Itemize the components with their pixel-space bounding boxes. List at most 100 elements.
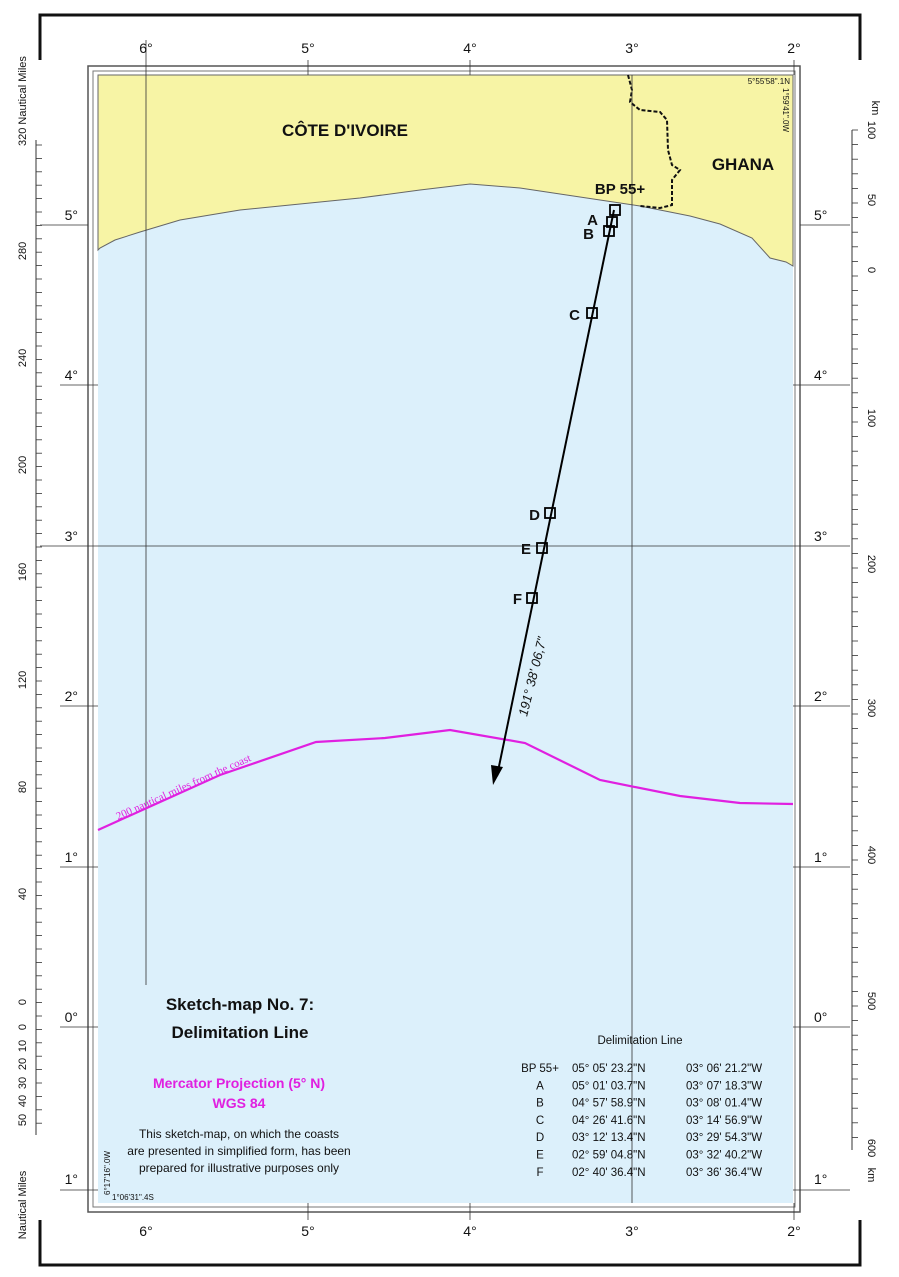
- lon-label-top-0: 6°: [139, 40, 152, 56]
- table-cell-point: C: [536, 1115, 544, 1127]
- lon-label-top-1: 5°: [301, 40, 314, 56]
- nm-tick-80: 80: [17, 781, 29, 793]
- map-frame: [87, 65, 801, 1213]
- lon-label-bottom-4: 2°: [787, 1223, 800, 1239]
- lon-label-top-3: 3°: [625, 40, 638, 56]
- country-label-cote-divoire: CÔTE D'IVOIRE: [282, 121, 408, 140]
- point-marker-e: [536, 542, 548, 554]
- nm-tick-200: 200: [17, 456, 29, 474]
- km-top-tick-100: 100: [865, 121, 877, 139]
- table-cell-lon: 03° 36' 36.4"W: [686, 1167, 762, 1179]
- nm-label-top: 320 Nautical Miles: [17, 56, 29, 146]
- lat-label-left-5: 0°: [65, 1009, 78, 1025]
- lat-label-left-2: 3°: [65, 528, 78, 544]
- nm-scale-0: 0: [17, 1024, 29, 1030]
- table-cell-lat: 04° 57' 58.9"N: [572, 1098, 646, 1110]
- table-cell-lon: 03° 32' 40.2"W: [686, 1150, 762, 1162]
- point-marker-bp55: [609, 204, 621, 216]
- km-top-tick-0: 0: [865, 267, 877, 273]
- point-marker-d: [544, 507, 556, 519]
- lon-label-bottom-3: 3°: [625, 1223, 638, 1239]
- table-cell-point: BP 55+: [521, 1063, 559, 1075]
- km-label-top: km: [869, 101, 881, 116]
- table-cell-lon: 03° 29' 54.3"W: [686, 1132, 762, 1144]
- country-label-ghana: GHANA: [712, 155, 774, 174]
- corner-top-right-lat: 5°55'58".1N: [748, 77, 790, 86]
- point-label-f: F: [513, 591, 522, 608]
- point-marker-f: [526, 592, 538, 604]
- nm-tick-40: 40: [17, 888, 29, 900]
- nm-tick-160: 160: [17, 563, 29, 581]
- nm-tick-0: 0: [17, 999, 29, 1005]
- km-tick-100: 100: [865, 409, 877, 427]
- point-label-d: D: [529, 507, 540, 524]
- lat-label-left-6: 1°: [65, 1171, 78, 1187]
- land: [97, 74, 794, 267]
- km-scale: km 100 50 0 100 200 300 400 500 600 km: [851, 101, 881, 1183]
- point-marker-c: [586, 307, 598, 319]
- boundary-points: [526, 204, 621, 604]
- table-cell-lat: 02° 40' 36.4"N: [572, 1167, 646, 1179]
- corner-top-right-lon: 1°59'41".0W: [781, 88, 790, 132]
- km-label-bottom: km: [865, 1168, 877, 1183]
- lat-label-right-3: 2°: [814, 688, 827, 704]
- table-header: Delimitation Line: [597, 1035, 682, 1047]
- latitude-labels: 5° 4° 3° 2° 1° 0° 1° 5° 4° 3° 2° 1° 0° 1…: [65, 207, 828, 1187]
- point-marker-a: [606, 216, 618, 228]
- point-label-bp55: BP 55+: [595, 181, 645, 198]
- longitude-labels: 6° 5° 4° 3° 2° 6° 5° 4° 3° 2°: [139, 40, 800, 1239]
- projection-line2: WGS 84: [213, 1095, 266, 1111]
- coordinates-table: Delimitation Line BP 55+ 05° 05' 23.2"N 03…: [521, 1035, 762, 1179]
- table-cell-lon: 03° 14' 56.9"W: [686, 1115, 762, 1127]
- international-border: [627, 74, 682, 210]
- delimitation-line: [491, 209, 615, 785]
- nm-scale-20: 20: [17, 1058, 29, 1070]
- km-top-tick-50: 50: [865, 194, 877, 206]
- nm-tick-280: 280: [17, 242, 29, 260]
- km-tick-200: 200: [865, 555, 877, 573]
- point-label-a: A: [587, 212, 598, 229]
- nm-label-bottom: Nautical Miles: [17, 1170, 29, 1239]
- lat-label-left-4: 1°: [65, 849, 78, 865]
- km-tick-400: 400: [865, 846, 877, 864]
- nautical-miles-scale: 320 Nautical Miles 280 240 200 160 120 8…: [17, 56, 42, 1239]
- lon-label-top-2: 4°: [463, 40, 476, 56]
- table-cell-point: F: [536, 1167, 543, 1179]
- disclaimer-line2: are presented in simplified form, has be…: [127, 1144, 350, 1158]
- table-cell-lon: 03° 07' 18.3"W: [686, 1080, 762, 1092]
- lat-label-left-0: 5°: [65, 207, 78, 223]
- lat-label-left-3: 2°: [65, 688, 78, 704]
- 200nm-limit-line: [97, 728, 794, 832]
- lat-label-right-2: 3°: [814, 528, 827, 544]
- table-cell-lon: 03° 08' 01.4"W: [686, 1098, 762, 1110]
- point-label-c: C: [569, 307, 580, 324]
- graticule: [40, 40, 850, 1220]
- lat-label-left-1: 4°: [65, 367, 78, 383]
- sea: [98, 75, 793, 1203]
- table-cell-lat: 05° 01' 03.7"N: [572, 1080, 646, 1092]
- lon-label-top-4: 2°: [787, 40, 800, 56]
- projection-line1: Mercator Projection (5° N): [153, 1075, 325, 1091]
- disclaimer-line3: prepared for illustrative purposes only: [139, 1161, 339, 1175]
- map-title-line1: Sketch-map No. 7:: [166, 995, 314, 1014]
- lat-label-right-1: 4°: [814, 367, 827, 383]
- lat-label-right-4: 1°: [814, 849, 827, 865]
- nm-tick-120: 120: [17, 671, 29, 689]
- map-inner-frame: [92, 70, 796, 1208]
- table-cell-lat: 05° 05' 23.2"N: [572, 1063, 646, 1075]
- km-tick-500: 500: [865, 992, 877, 1010]
- nm-tick-240: 240: [17, 349, 29, 367]
- table-cell-lat: 02° 59' 04.8"N: [572, 1150, 646, 1162]
- nm-scale-50: 50: [17, 1114, 29, 1126]
- table-cell-lat: 03° 12' 13.4"N: [572, 1132, 646, 1144]
- corner-bottom-left-lat: 1°06'31".4S: [112, 1193, 154, 1202]
- lat-label-right-5: 0°: [814, 1009, 827, 1025]
- lon-label-bottom-1: 5°: [301, 1223, 314, 1239]
- outer-frame: [38, 13, 862, 1267]
- nm-scale-10: 10: [17, 1040, 29, 1052]
- lat-label-right-6: 1°: [814, 1171, 827, 1187]
- km-tick-600: 600: [865, 1139, 877, 1157]
- table-cell-point: A: [536, 1080, 544, 1092]
- disclaimer-line1: This sketch-map, on which the coasts: [139, 1127, 339, 1141]
- table-cell-point: E: [536, 1150, 544, 1162]
